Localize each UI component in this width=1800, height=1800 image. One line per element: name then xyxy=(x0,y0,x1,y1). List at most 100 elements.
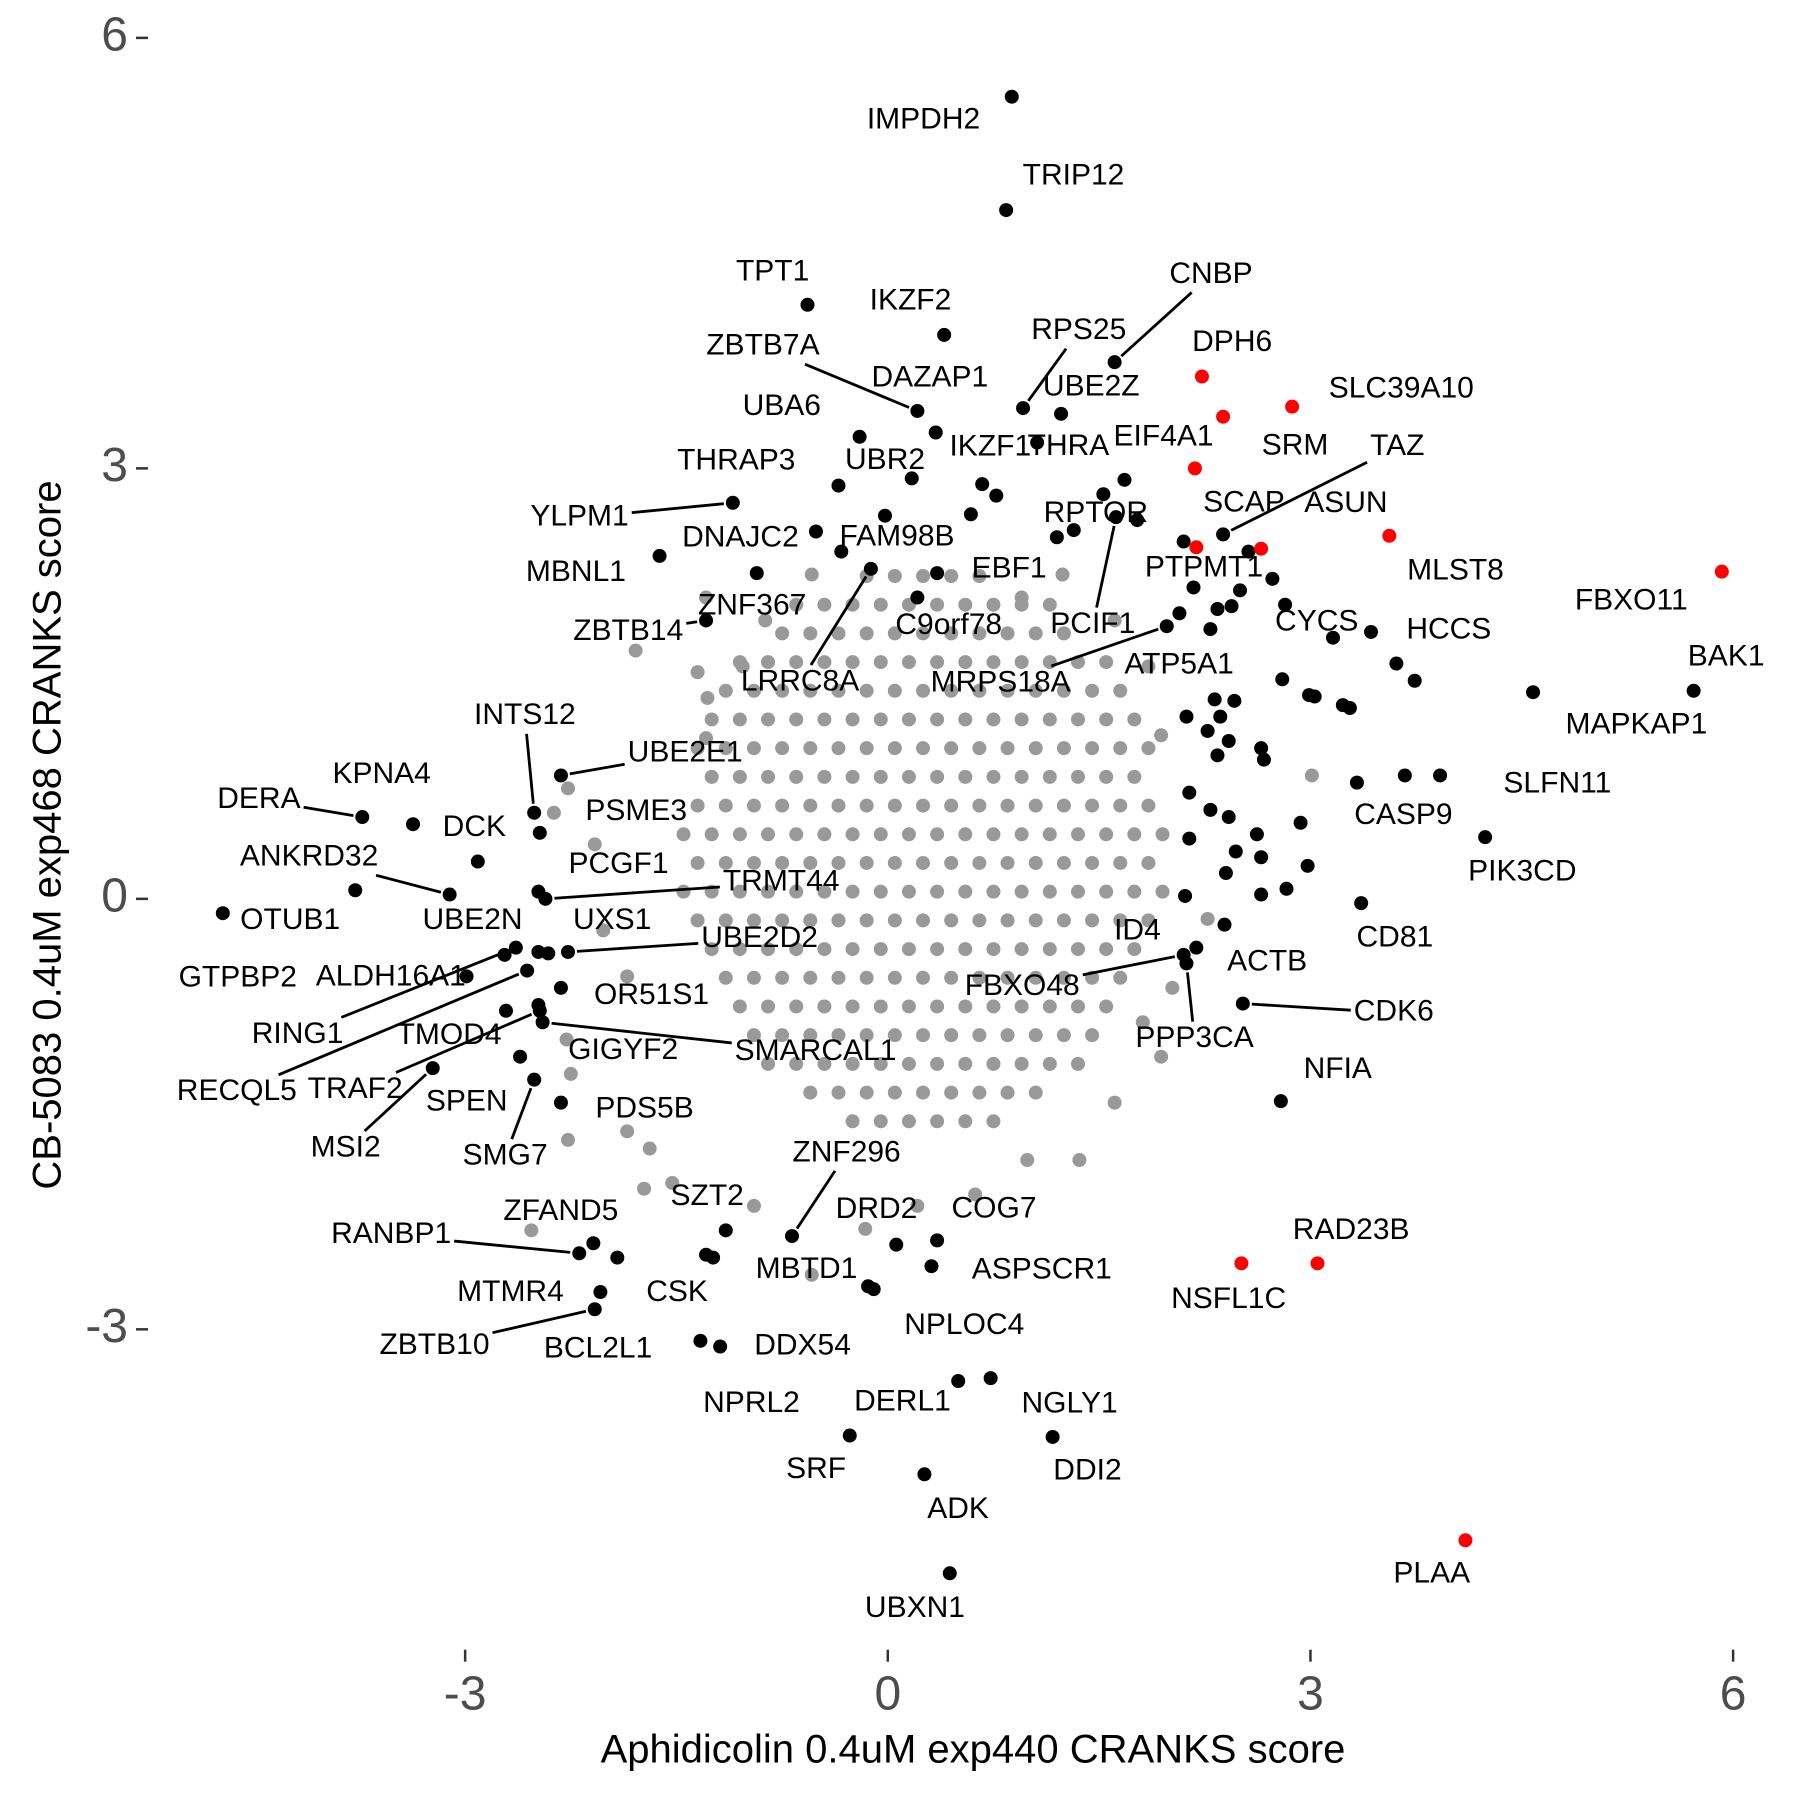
point-label: OTUB1 xyxy=(240,903,340,936)
point xyxy=(1055,567,1070,582)
point xyxy=(930,597,945,612)
point-label: COG7 xyxy=(951,1191,1036,1224)
point xyxy=(1056,683,1071,698)
point xyxy=(1014,884,1029,899)
point xyxy=(1000,1085,1015,1100)
point xyxy=(1028,970,1043,985)
point xyxy=(1096,487,1111,502)
point xyxy=(1127,827,1142,842)
point xyxy=(858,1221,873,1236)
point-label: HCCS xyxy=(1406,613,1491,646)
point xyxy=(498,1003,513,1018)
point xyxy=(732,712,747,727)
point xyxy=(553,1095,568,1110)
point-label: ZBTB7A xyxy=(706,329,819,362)
point xyxy=(553,768,568,783)
point xyxy=(699,590,714,605)
point xyxy=(1218,866,1233,881)
point xyxy=(1686,683,1701,698)
point xyxy=(1014,655,1029,670)
point xyxy=(944,913,959,928)
point xyxy=(789,712,804,727)
point-label: GTPBP2 xyxy=(179,961,297,994)
point xyxy=(852,429,867,444)
point xyxy=(1200,911,1215,926)
point xyxy=(1397,768,1412,783)
point xyxy=(1056,626,1071,641)
point xyxy=(887,970,902,985)
leader-line xyxy=(492,1309,587,1335)
leader-line xyxy=(804,362,910,409)
point xyxy=(1085,798,1100,813)
leader-line xyxy=(795,1170,837,1230)
point xyxy=(859,798,874,813)
point xyxy=(904,471,919,486)
point xyxy=(972,568,987,583)
point xyxy=(1221,810,1236,825)
point xyxy=(887,913,902,928)
point xyxy=(804,1267,819,1282)
point xyxy=(560,944,575,959)
point xyxy=(910,1198,925,1213)
point-label: UBE2N xyxy=(423,903,523,936)
point xyxy=(761,712,776,727)
point-label: PCIF1 xyxy=(1050,607,1135,640)
point xyxy=(761,999,776,1014)
point xyxy=(732,884,747,899)
point xyxy=(1127,712,1142,727)
point xyxy=(831,1085,846,1100)
point xyxy=(889,1237,904,1252)
point xyxy=(873,884,888,899)
point xyxy=(1135,1015,1150,1030)
point xyxy=(901,884,916,899)
point xyxy=(1000,798,1015,813)
point xyxy=(859,683,874,698)
point-label: RAD23B xyxy=(1293,1213,1410,1246)
point xyxy=(1182,831,1197,846)
point xyxy=(845,884,860,899)
point-label: ATP5A1 xyxy=(1124,648,1234,681)
point-label: UBE2E1 xyxy=(628,736,743,769)
leader-line xyxy=(454,1239,571,1254)
point xyxy=(937,327,952,342)
point xyxy=(596,923,611,938)
point xyxy=(808,524,823,539)
point-label: RPTOR xyxy=(1044,496,1148,529)
point-label: THRA xyxy=(1028,429,1110,462)
point-label: SMG7 xyxy=(463,1138,548,1171)
point xyxy=(958,942,973,957)
point-label: DPH6 xyxy=(1192,325,1272,358)
point xyxy=(986,1056,1001,1071)
point xyxy=(784,1229,799,1244)
point xyxy=(761,827,776,842)
point xyxy=(1325,630,1340,645)
point xyxy=(1066,523,1081,538)
point xyxy=(538,891,553,906)
leader-line xyxy=(554,885,720,900)
point xyxy=(916,913,931,928)
point xyxy=(1182,785,1197,800)
point xyxy=(845,999,860,1014)
point-label: PLAA xyxy=(1393,1557,1470,1590)
leader-line xyxy=(631,502,724,515)
point xyxy=(704,827,719,842)
point-label: SCAP xyxy=(1203,486,1285,519)
point xyxy=(975,477,990,492)
point-label: SMARCAL1 xyxy=(735,1034,897,1067)
point xyxy=(1042,827,1057,842)
point xyxy=(215,906,230,921)
point xyxy=(972,970,987,985)
point xyxy=(803,1028,818,1043)
point xyxy=(1179,709,1194,724)
point-label: KPNA4 xyxy=(332,757,430,790)
point xyxy=(1107,613,1122,628)
point xyxy=(355,810,370,825)
point xyxy=(873,712,888,727)
point xyxy=(958,884,973,899)
point-label: UBE2D2 xyxy=(701,921,818,954)
point xyxy=(1042,597,1057,612)
point-label: NFIA xyxy=(1304,1052,1372,1085)
point-label: UBXN1 xyxy=(865,1591,965,1624)
point-label: MSI2 xyxy=(311,1130,381,1163)
